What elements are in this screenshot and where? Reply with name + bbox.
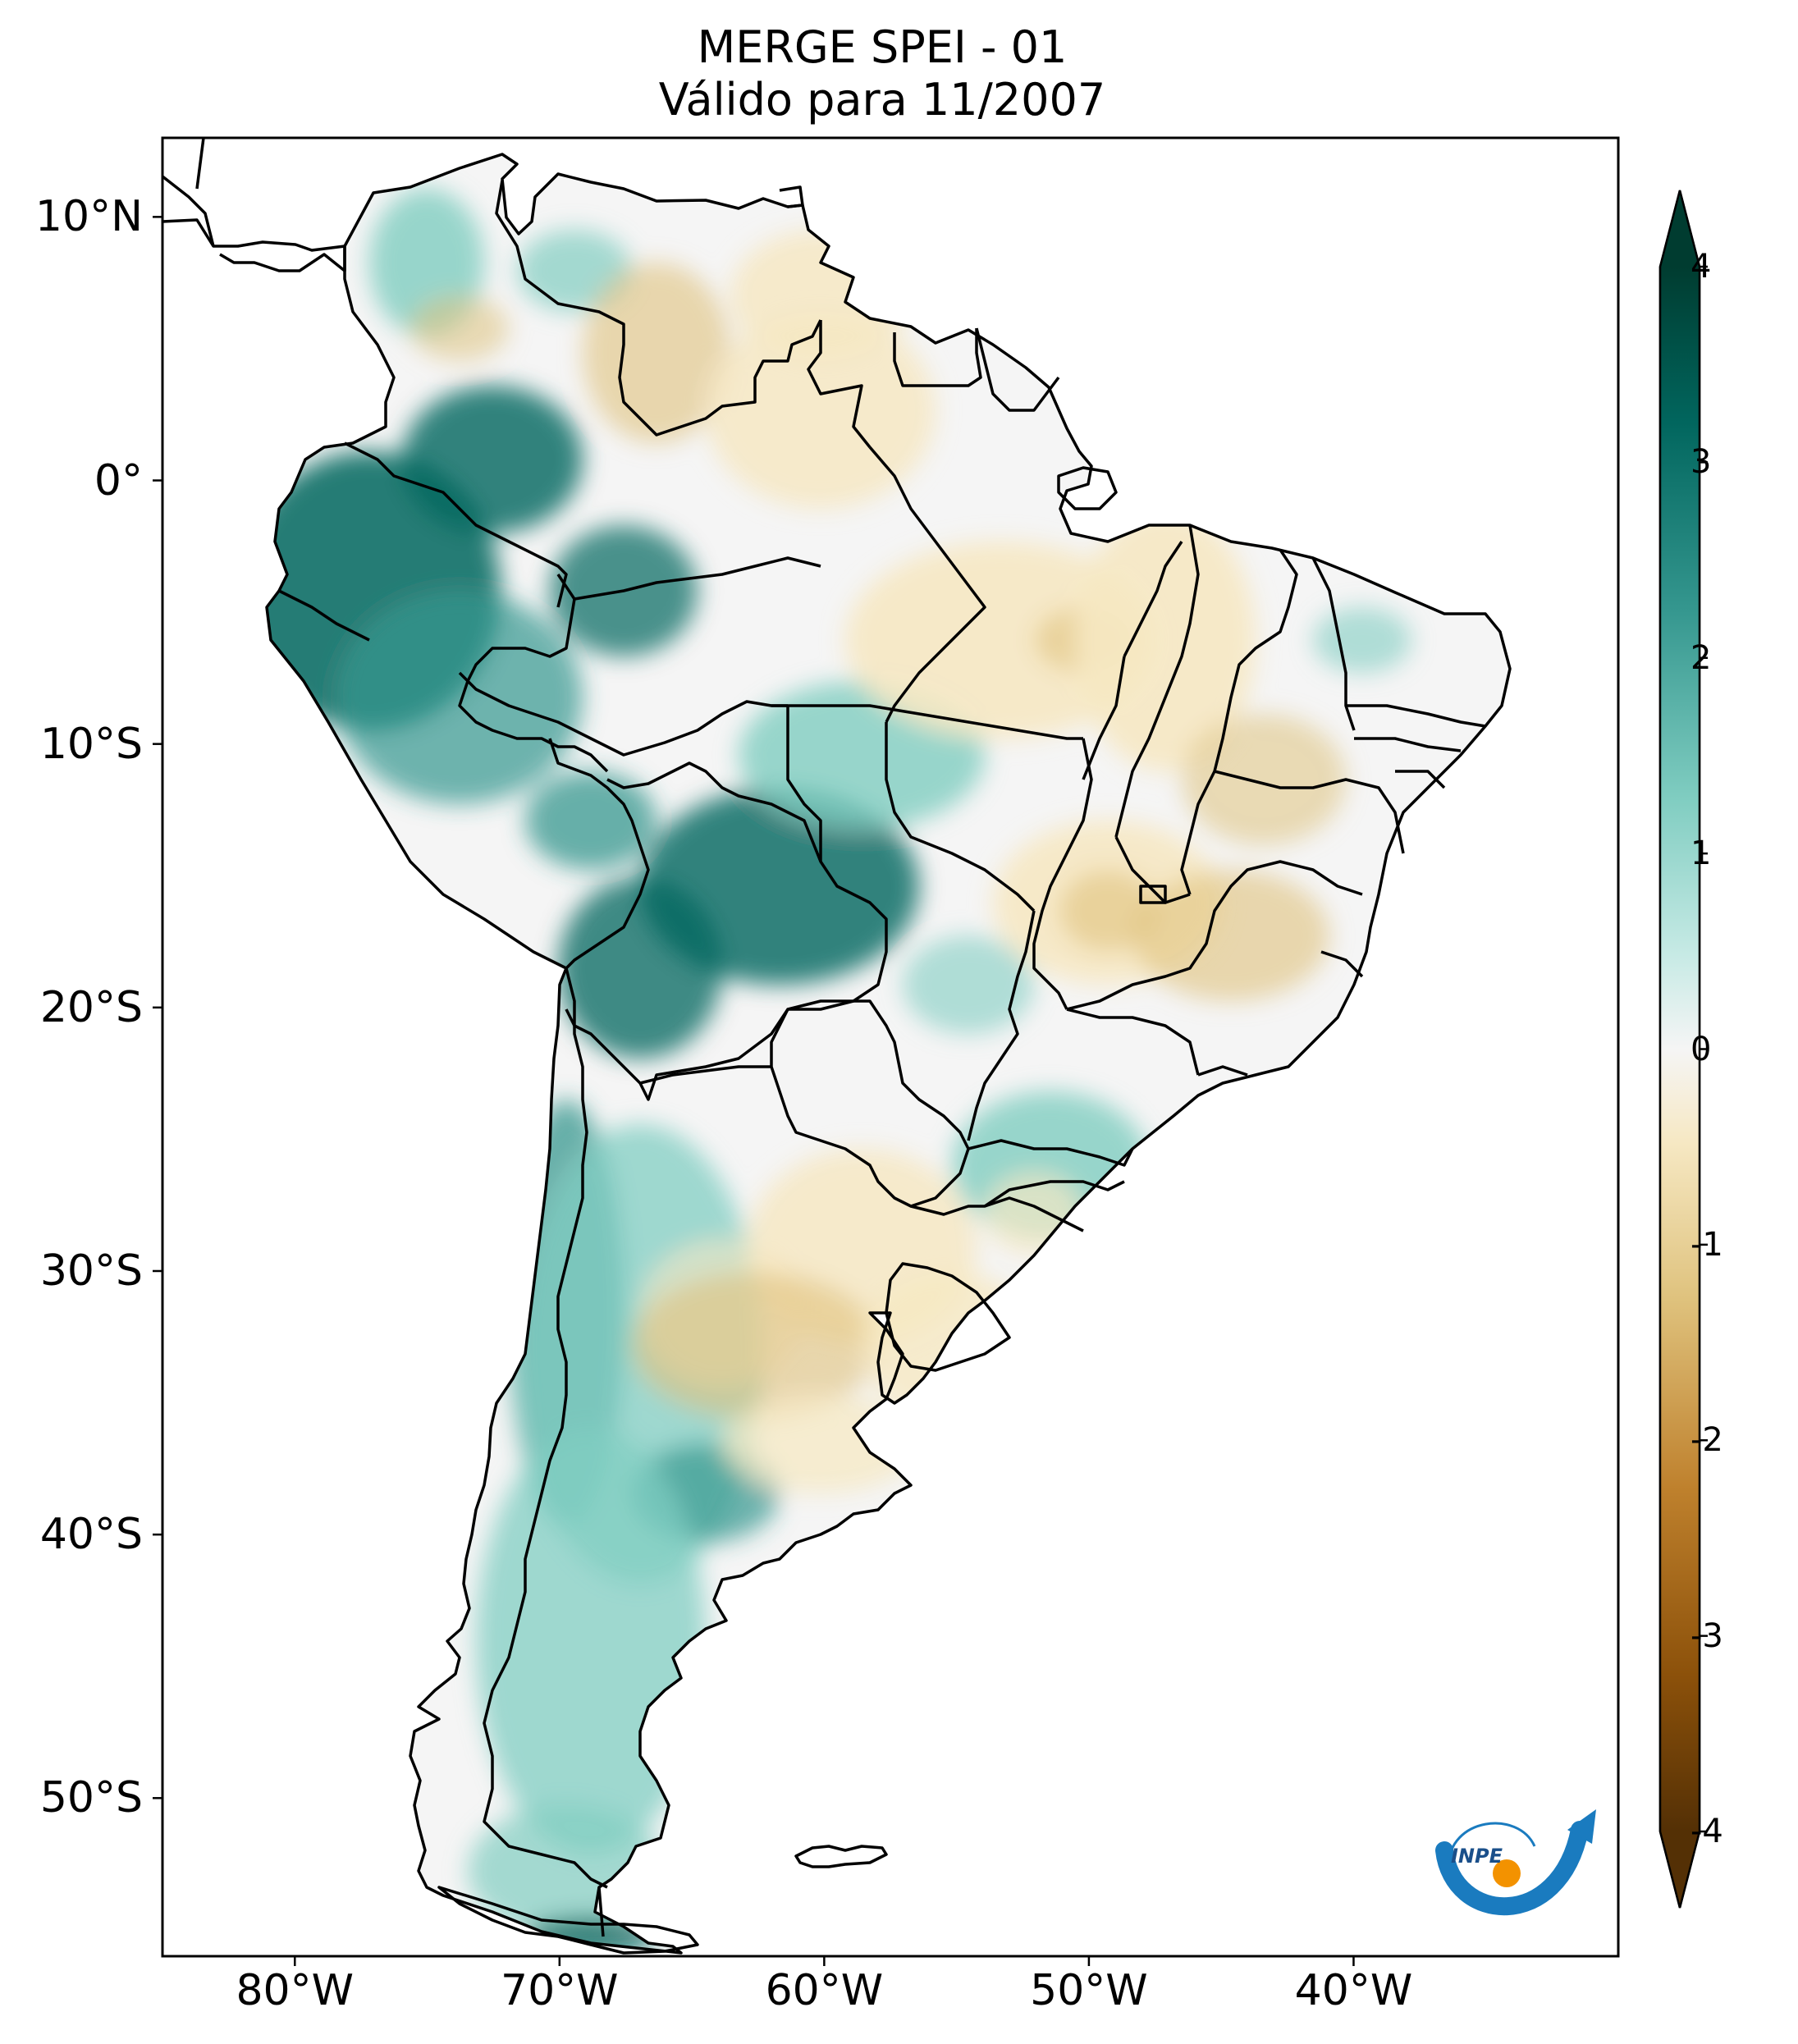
coastline [265,153,1512,1955]
lat-tick-label: 20°S [39,982,143,1032]
colorbar-extend-min [1660,1831,1700,1908]
lon-tick-label: 40°W [1294,1966,1413,2015]
lon-tick-label: 60°W [765,1966,884,2015]
colorbar-tick-label: 1 [1690,835,1712,873]
logo-dot [1493,1859,1521,1887]
colorbar-tick-label: 3 [1690,443,1712,482]
colorbar-tick-label: -2 [1690,1421,1723,1460]
colorbar-tick-label: 2 [1690,638,1712,677]
lat-tick-label: 50°S [39,1773,143,1823]
colorbar [1658,190,1708,1909]
colorbar-tick-label: 4 [1690,248,1712,286]
lon-tick-label: 80°W [236,1966,355,2015]
map-subtitle: Válido para 11/2007 [658,74,1106,126]
colorbar-tick-label: 0 [1690,1030,1712,1068]
axis-ticks [153,216,1355,1966]
lat-tick-label: 30°S [39,1246,143,1296]
colorbar-gradient [1660,267,1700,1831]
lat-tick-label: 0° [94,455,143,505]
colorbar-tick-label: -3 [1690,1616,1723,1655]
lat-tick-label: 10°N [34,192,143,242]
colorbar-extend-max [1660,190,1700,267]
lat-tick-label: 40°S [39,1510,143,1560]
lon-tick-label: 70°W [501,1966,619,2015]
lon-tick-label: 50°W [1030,1966,1148,2015]
colorbar-tick-label: -4 [1690,1813,1723,1850]
borders [161,137,1512,1955]
colorbar-tick-label: -1 [1690,1225,1723,1264]
lat-tick-label: 10°S [39,719,143,769]
logo-text: INPE [1451,1845,1503,1868]
inpe-logo: INPE [1435,1809,1596,1916]
map-title: MERGE SPEI - 01 [697,21,1068,73]
